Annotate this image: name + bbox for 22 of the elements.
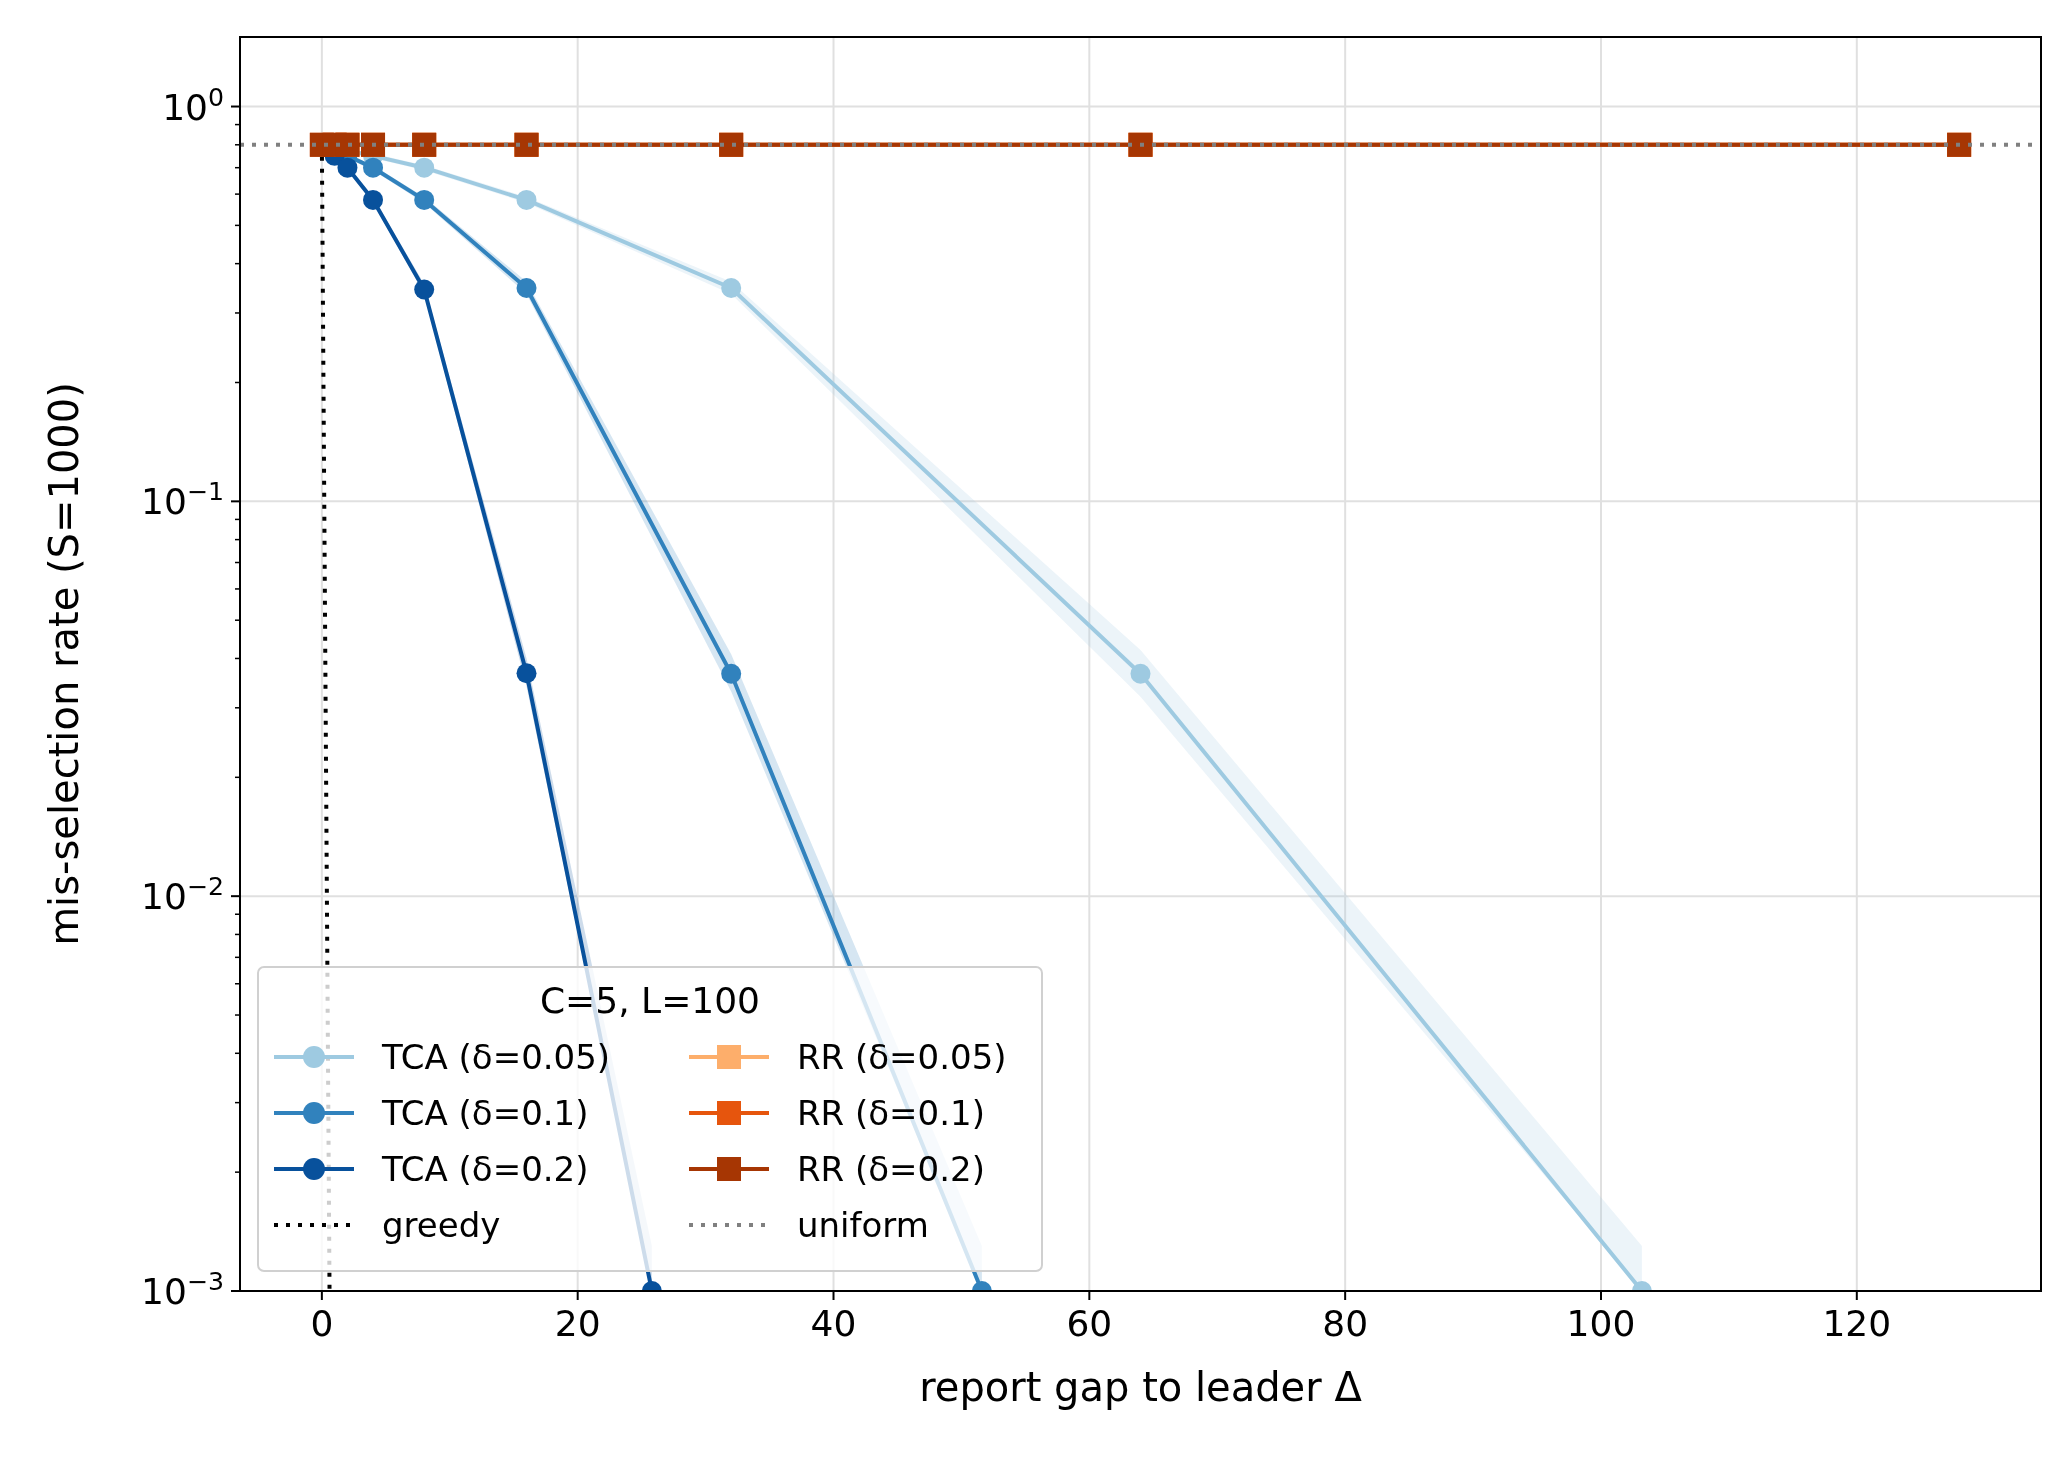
legend-label: TCA (δ=0.2) <box>381 1149 589 1189</box>
legend-label: greedy <box>382 1205 501 1245</box>
x-tick-label: 40 <box>810 1303 857 1344</box>
x-tick-label: 0 <box>310 1303 334 1344</box>
y-tick-label: 10$^{−3}$ <box>141 1266 224 1312</box>
x-tick-label: 60 <box>1066 1303 1113 1344</box>
x-tick-label: 80 <box>1322 1303 1369 1344</box>
y-axis-title: mis-selection rate (S=1000) <box>41 382 87 946</box>
legend-label: RR (δ=0.2) <box>797 1149 985 1189</box>
legend-title: C=5, L=100 <box>539 980 761 1021</box>
x-tick-label: 20 <box>554 1303 601 1344</box>
legend-label: RR (δ=0.05) <box>797 1037 1007 1077</box>
legend-label: RR (δ=0.1) <box>797 1093 985 1133</box>
y-tick-label: 10$^{0}$ <box>162 82 224 128</box>
legend-label: TCA (δ=0.1) <box>381 1093 589 1133</box>
legend-label: TCA (δ=0.05) <box>381 1037 611 1077</box>
x-tick-label: 120 <box>1822 1303 1892 1344</box>
y-tick-label: 10$^{−2}$ <box>141 871 224 918</box>
y-tick-label: 10$^{−1}$ <box>141 476 224 523</box>
legend-label: uniform <box>797 1205 929 1245</box>
x-axis-title: report gap to leader Δ <box>919 1364 1363 1410</box>
x-tick-label: 100 <box>1566 1303 1636 1344</box>
